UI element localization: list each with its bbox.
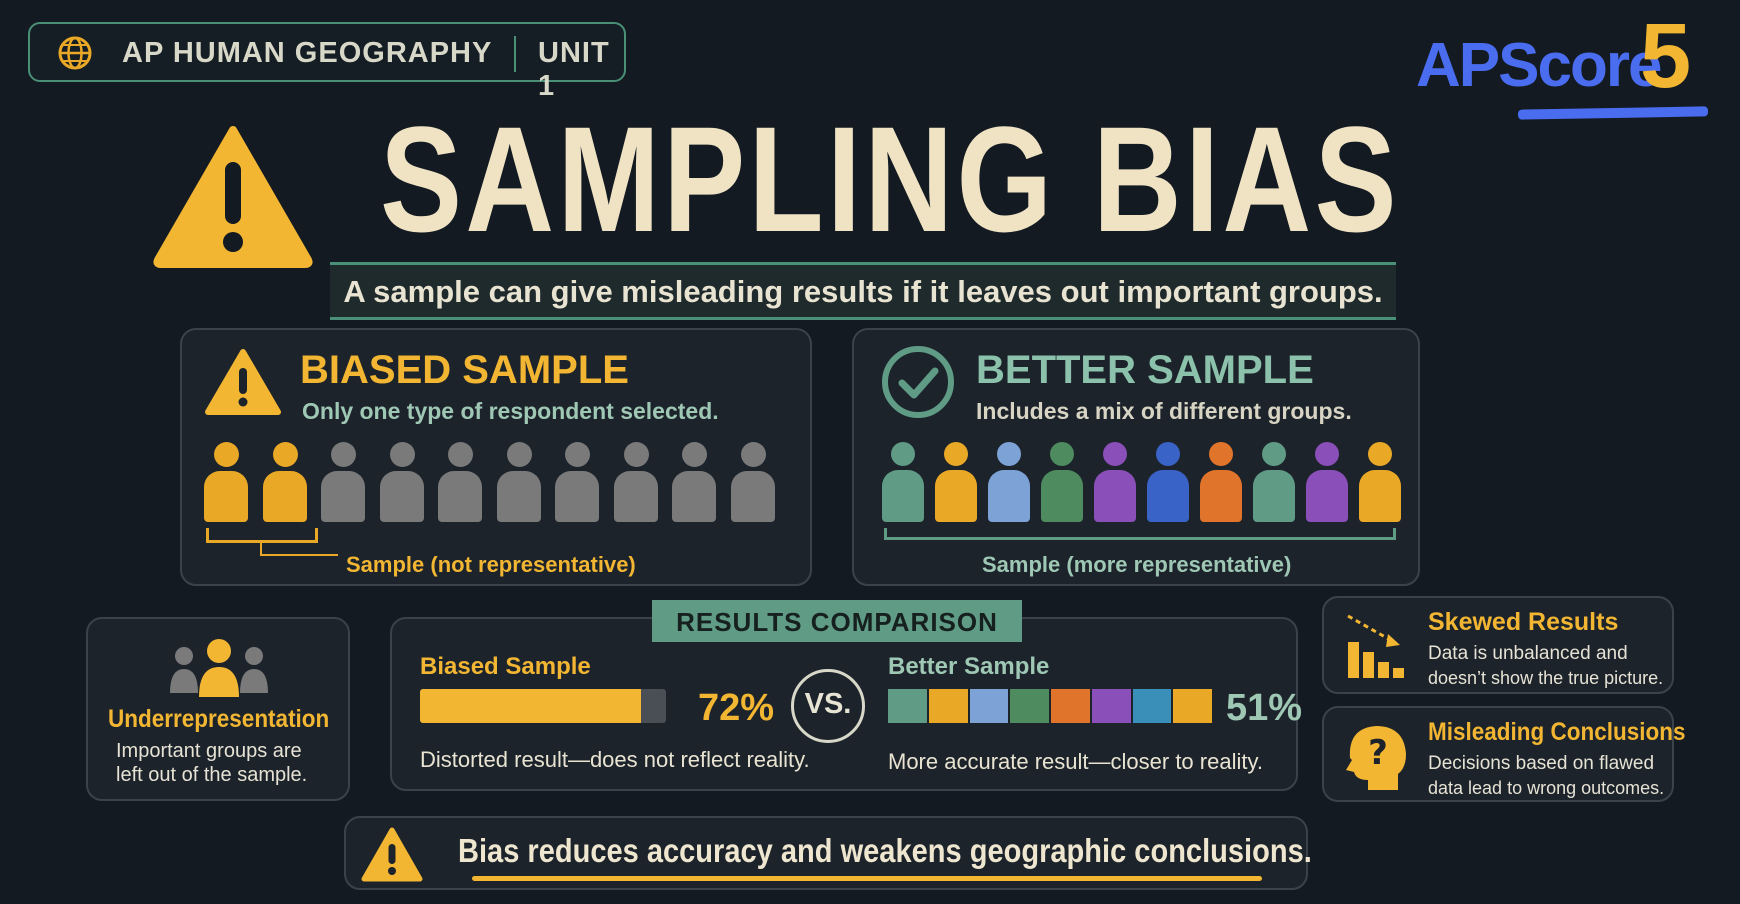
better-bar-segment [1010, 689, 1049, 723]
better-sample-title: BETTER SAMPLE [976, 348, 1314, 392]
better-bar-segment [888, 689, 927, 723]
person-icon [1147, 442, 1189, 522]
logo-text: APScore [1416, 31, 1662, 100]
skewed-title: Skewed Results [1428, 608, 1619, 636]
better-bar-segment [928, 689, 968, 723]
skewed-desc-2: doesn’t show the true picture. [1428, 668, 1664, 688]
footer-banner: Bias reduces accuracy and weakens geogra… [344, 816, 1312, 890]
misleading-title: Misleading Conclusions [1428, 718, 1686, 746]
person-icon [204, 442, 248, 522]
person-icon [438, 442, 482, 522]
tag-divider [514, 36, 516, 72]
biased-bracket [206, 528, 318, 543]
person-icon [1200, 442, 1242, 522]
svg-text:?: ? [1368, 733, 1388, 773]
vs-badge: VS. [791, 669, 865, 743]
person-icon [1359, 442, 1401, 522]
results-comparison-banner: RESULTS COMPARISON [652, 600, 1022, 642]
footer-text: Bias reduces accuracy and weakens geogra… [458, 832, 1312, 869]
better-people-row [882, 442, 1402, 522]
better-bar-segment [1132, 689, 1172, 723]
underrepresentation-title: Underrepresentation [108, 705, 330, 733]
person-icon [613, 442, 658, 522]
misleading-desc-2: data lead to wrong outcomes. [1428, 778, 1665, 798]
biased-sample-subtitle: Only one type of respondent selected. [302, 398, 719, 424]
skewed-desc-1: Data is unbalanced and [1428, 643, 1628, 664]
biased-caption: Sample (not representative) [346, 552, 636, 577]
warning-triangle-icon [153, 126, 313, 268]
person-icon [672, 442, 716, 522]
better-result-desc: More accurate result—closer to reality. [888, 749, 1263, 774]
subject-label: AP HUMAN GEOGRAPHY [122, 37, 493, 69]
declining-bar-chart-icon [1347, 614, 1404, 678]
results-comparison-title: RESULTS COMPARISON [676, 607, 998, 637]
biased-result-label: Biased Sample [420, 653, 591, 680]
subject-tag: AP HUMAN GEOGRAPHY UNIT 1 [28, 22, 626, 102]
group-icon [170, 639, 268, 697]
person-icon [730, 442, 775, 522]
biased-result-desc: Distorted result—does not reflect realit… [420, 747, 810, 772]
person-icon [379, 442, 424, 522]
logo-number: 5 [1640, 5, 1692, 107]
person-icon [935, 442, 977, 522]
biased-sample-title: BIASED SAMPLE [300, 348, 629, 392]
person-icon [882, 442, 924, 522]
person-icon [988, 442, 1030, 522]
biased-sample-panel: BIASED SAMPLE Only one type of responden… [180, 328, 812, 586]
misleading-desc-1: Decisions based on flawed [1428, 753, 1655, 774]
warning-triangle-icon [205, 349, 281, 415]
vs-label: VS. [804, 688, 852, 720]
person-icon [321, 442, 365, 522]
underrepresentation-desc-1: Important groups are [116, 740, 302, 762]
underrepresentation-card: Underrepresentation Important groups are… [86, 617, 350, 801]
better-caption: Sample (more representative) [982, 552, 1292, 577]
better-bar-segment [969, 689, 1009, 723]
person-icon [555, 442, 599, 522]
better-sample-subtitle: Includes a mix of different groups. [976, 398, 1352, 424]
person-icon [496, 442, 541, 522]
better-percent: 51% [1226, 687, 1303, 729]
head-question-icon: ? [1346, 726, 1406, 790]
better-bar [888, 689, 1212, 723]
page-title: SAMPLING BIAS [380, 95, 1400, 263]
check-circle-icon [882, 346, 954, 418]
biased-bar-track [420, 689, 666, 723]
footer-underline [472, 876, 1262, 881]
person-icon [1306, 442, 1348, 522]
person-icon [1253, 442, 1295, 522]
better-bracket [884, 528, 1396, 540]
better-result-label: Better Sample [888, 653, 1050, 680]
results-comparison-card: Biased Sample 72% Distorted result—does … [390, 617, 1302, 791]
better-bar-segment [1091, 689, 1131, 723]
unit-label: UNIT 1 [538, 37, 610, 102]
warning-triangle-icon [361, 827, 423, 882]
misleading-conclusions-card: ? Misleading Conclusions Decisions based… [1322, 706, 1686, 802]
subtitle: A sample can give misleading results if … [343, 274, 1383, 309]
subtitle-banner: A sample can give misleading results if … [330, 262, 1396, 320]
skewed-results-card: Skewed Results Data is unbalanced and do… [1322, 596, 1674, 694]
person-icon [1041, 442, 1083, 522]
better-bar-segment [1173, 689, 1212, 723]
globe-icon [58, 36, 92, 70]
biased-people-row [204, 442, 784, 522]
biased-bar-fill [420, 689, 641, 723]
better-sample-panel: BETTER SAMPLE Includes a mix of differen… [852, 328, 1420, 586]
biased-percent: 72% [698, 687, 775, 729]
better-bar-segment [1051, 689, 1090, 723]
person-icon [262, 442, 307, 522]
bracket-leader [260, 554, 338, 556]
bracket-stem [260, 540, 262, 556]
person-icon [1094, 442, 1136, 522]
underrepresentation-desc-2: left out of the sample. [116, 764, 308, 786]
